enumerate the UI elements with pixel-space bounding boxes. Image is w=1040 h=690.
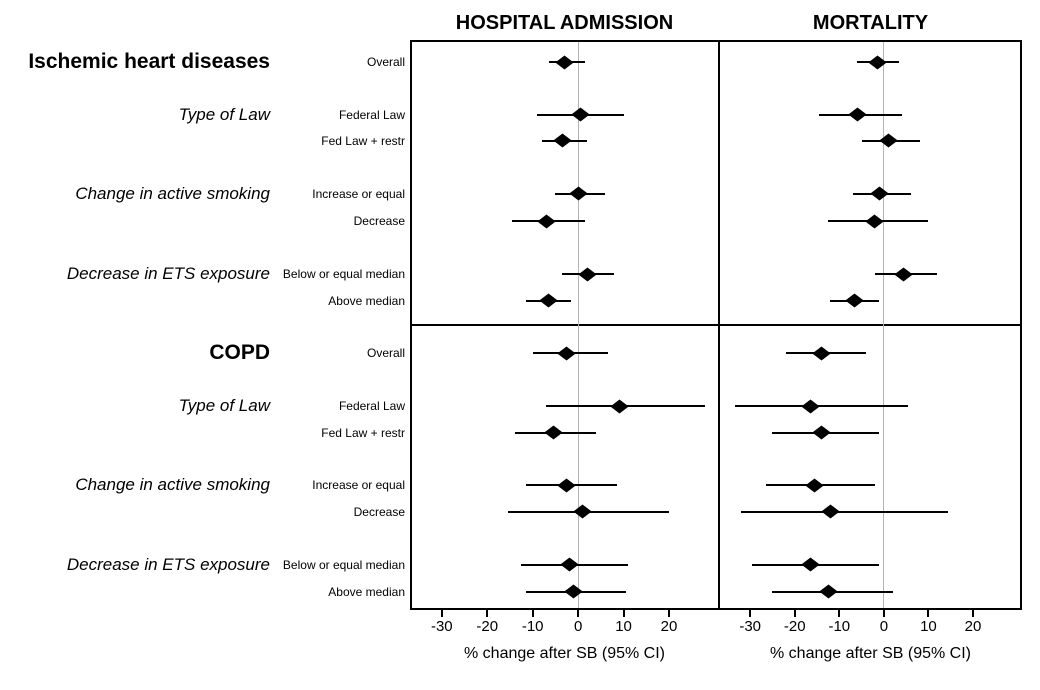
section-title: COPD (209, 341, 270, 364)
x-axis-tick (882, 610, 885, 617)
zero-reference-line (883, 42, 885, 608)
x-axis-tick (531, 610, 534, 617)
group-label: Decrease in ETS exposure (66, 264, 270, 283)
x-axis-tick (440, 610, 443, 617)
confidence-interval-line (741, 510, 949, 513)
x-axis-tick-label: 10 (920, 618, 937, 635)
row-label: Above median (328, 293, 405, 308)
x-axis-tick-label: -30 (739, 618, 762, 635)
group-label: Decrease in ETS exposure (66, 554, 270, 574)
x-axis-tick (622, 610, 625, 617)
row-label: Below or equal median (282, 267, 405, 281)
row-label: Decrease (353, 214, 405, 228)
confidence-interval-line (734, 405, 909, 407)
row-label: Overall (366, 55, 405, 69)
x-axis-tick (927, 610, 930, 617)
x-axis-tick-label: -30 (430, 618, 453, 635)
row-label: Overall (366, 346, 405, 360)
x-axis-tick-label: 20 (660, 618, 678, 635)
section-title: Ischemic heart diseases (28, 50, 270, 73)
x-axis-tick-label: 0 (879, 618, 889, 635)
row-label: Decrease (353, 504, 405, 519)
x-axis-tick-label: -10 (828, 618, 851, 635)
x-axis-tick-label: -20 (476, 618, 499, 635)
x-axis-title-right: % change after SB (95% CI) (770, 645, 971, 662)
section-divider-line (410, 324, 1022, 326)
row-label: Federal Law (338, 399, 405, 413)
panel-header-hospital-admission: HOSPITAL ADMISSION (455, 12, 674, 34)
row-label: Below or equal median (282, 557, 405, 572)
x-axis-title-left: % change after SB (95% CI) (464, 645, 665, 662)
x-axis-tick (668, 610, 670, 617)
row-label: Fed Law + restr (321, 133, 405, 148)
row-label: Above median (328, 584, 405, 599)
x-axis-tick-label: 10 (615, 618, 632, 635)
x-axis-tick (971, 610, 974, 617)
zero-reference-line (577, 42, 579, 608)
x-axis-tick (577, 610, 580, 617)
panel-header-mortality: MORTALITY (812, 12, 929, 34)
row-label: Increase or equal (312, 478, 405, 492)
x-axis-tick (838, 610, 841, 617)
x-axis-tick (486, 610, 489, 617)
group-label: Change in active smoking (75, 183, 270, 203)
group-label: Type of Law (178, 104, 270, 124)
x-axis-tick-label: -20 (783, 618, 806, 635)
x-axis-tick (793, 610, 796, 617)
group-label: Change in active smoking (75, 475, 270, 494)
x-axis-tick-label: 20 (964, 618, 982, 635)
row-label: Increase or equal (312, 186, 405, 201)
group-label: Type of Law (178, 396, 270, 415)
row-label: Fed Law + restr (321, 425, 405, 440)
x-axis-tick (749, 610, 752, 617)
x-axis-tick-label: 0 (573, 618, 583, 635)
row-label: Federal Law (338, 107, 405, 122)
x-axis-tick-label: -10 (521, 618, 544, 635)
